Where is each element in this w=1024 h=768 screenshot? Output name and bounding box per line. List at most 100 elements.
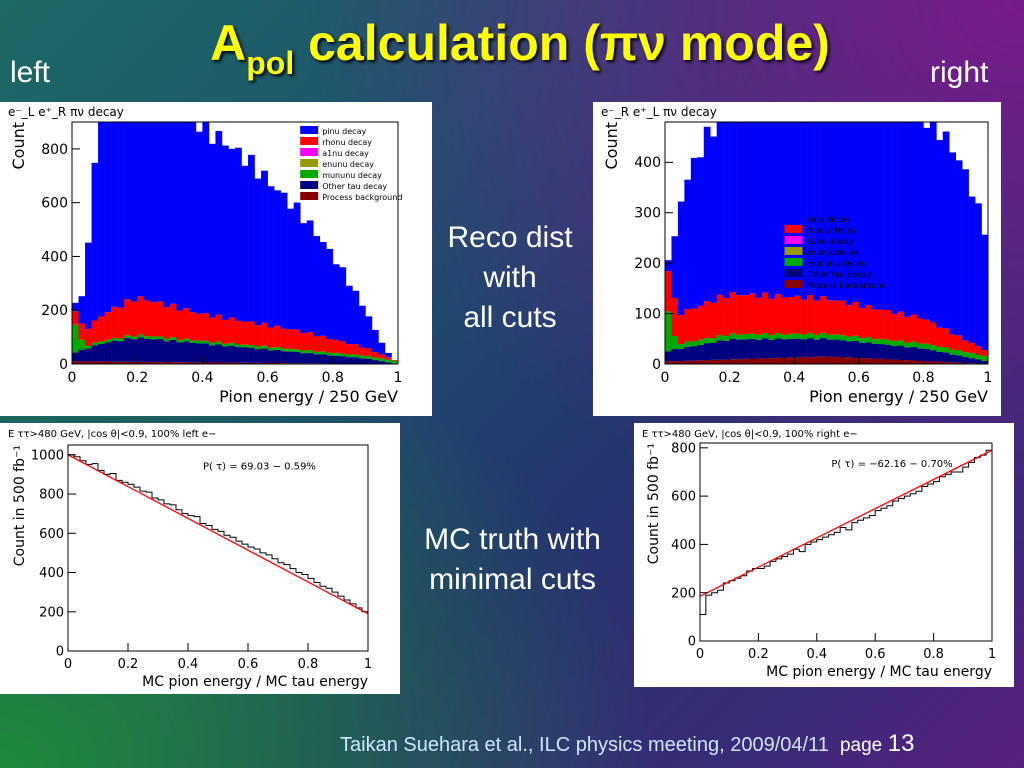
histogram-bar [832,339,840,357]
legend-swatch [784,268,803,277]
histogram-bar [241,362,249,364]
histogram-bar [742,358,750,364]
histogram-bar [774,338,782,358]
histogram-bar [202,340,210,344]
histogram-bar [195,362,203,364]
histogram-bar [137,361,145,364]
x-axis-label: Pion energy / 250 GeV [809,387,988,406]
histogram-bar [378,358,386,362]
histogram-bar [78,323,86,340]
y-tick-label: 400 [39,566,64,581]
histogram-bar [111,361,118,364]
legend-swatch [784,279,803,288]
histogram-bar [274,190,281,326]
histogram-bar [150,336,158,340]
histogram-bar [975,359,982,364]
histogram-bar [352,344,360,355]
legend-swatch [784,246,803,255]
histogram-bar [117,122,125,308]
histogram-bar [228,342,236,346]
histogram-bar [710,136,717,303]
y-tick-label: 600 [39,527,64,542]
histogram-bar [949,152,956,335]
histogram-bar [755,339,763,359]
histogram-bar [241,321,249,345]
histogram-bar [710,343,717,360]
histogram-bar [332,352,340,356]
histogram-bar [169,122,177,304]
histogram-bar [254,346,262,350]
histogram-bar [104,339,112,343]
histogram-bar [768,298,776,336]
histogram-bar [371,352,379,358]
histogram-bar [723,297,730,336]
histogram-bar [716,335,724,341]
histogram-bar [936,361,944,364]
histogram-bar [878,338,885,345]
chart-panel-reco-left: e⁻_L e⁺_R πν decay pinu decay rhonu decay a… [0,102,432,416]
histogram-bar [826,356,834,364]
histogram-bar [748,122,756,294]
x-tick-label: 0 [68,370,77,386]
legend-label: Process background [322,193,402,202]
histogram-bar [858,122,866,309]
x-tick-label: 0.6 [256,370,278,386]
histogram-bar [904,342,911,348]
y-tick-label: 200 [39,605,64,620]
right-label: right [930,56,989,89]
histogram-bar [794,295,801,334]
histogram-bar [306,352,314,364]
y-tick-label: 1000 [31,448,64,463]
histogram-bar [884,344,892,360]
histogram-bar [742,339,750,359]
histogram-bar [904,122,911,317]
histogram-bar [684,346,692,361]
histogram-bar [169,339,177,363]
histogram-bar [124,335,131,339]
histogram-bar [287,329,294,349]
histogram-bar [839,340,847,358]
histogram-bar [910,360,918,364]
histogram-bar [929,345,937,351]
histogram-bar [807,338,814,358]
histogram-bar [313,354,321,364]
histogram-bar [710,359,717,364]
histogram-bar [267,347,275,351]
histogram-bar [916,360,924,364]
histogram-bar [274,362,281,364]
legend-label: rhonu decay [322,138,372,147]
histogram-bar [358,347,366,356]
histogram-bar [104,312,112,340]
x-tick-label: 0 [696,647,704,662]
histogram-bar [228,345,236,363]
y-tick-label: 200 [671,586,696,601]
histogram-bar [703,338,711,344]
histogram-bar [865,358,873,364]
histogram-bar [300,353,308,364]
histogram-bar [871,309,879,340]
histogram-bar [916,348,924,361]
histogram-bar [962,352,969,358]
histogram-bar [755,122,763,298]
histogram-line [67,454,368,651]
histogram-bar [684,179,692,310]
histogram-bar [215,344,223,363]
legend-label: rhonu decay [807,226,857,235]
histogram-bar [839,335,847,341]
histogram-bar [98,316,105,342]
histogram-bar [807,122,814,296]
fit-line [699,449,993,597]
legend-label: pinu decay [807,215,851,224]
histogram-bar [690,341,698,347]
histogram-bar [221,362,229,364]
histogram-bar [871,339,879,344]
histogram-bar [228,148,236,318]
histogram-bar [202,122,210,314]
histogram-bar [697,157,705,306]
legend-swatch [300,126,319,134]
y-tick-label: 400 [634,155,661,171]
histogram-bar [807,332,814,339]
histogram-bar [774,333,782,339]
caption-mc: MC truth with minimal cuts [405,520,620,600]
histogram-bar [665,361,672,364]
